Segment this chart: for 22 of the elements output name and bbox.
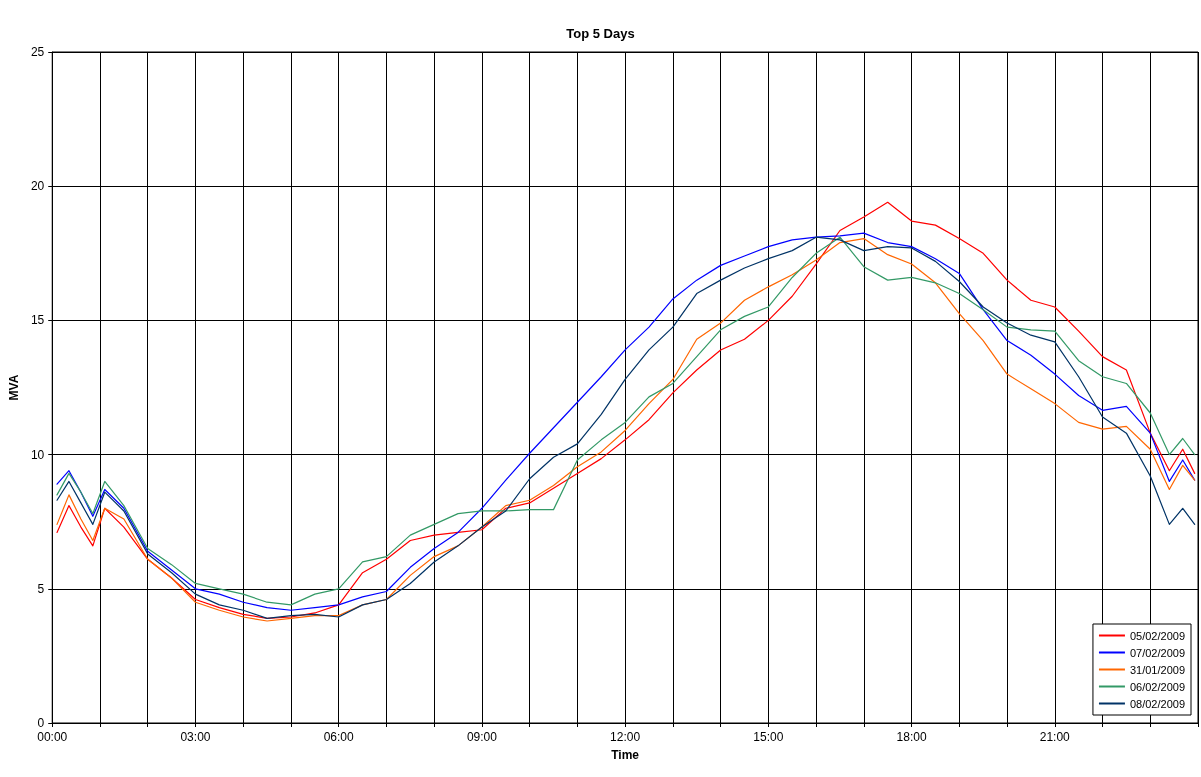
x-tick-label: 12:00 bbox=[610, 730, 641, 744]
chart-title: Top 5 Days bbox=[566, 26, 635, 41]
y-tick-label: 15 bbox=[30, 313, 45, 328]
y-tick-label: 10 bbox=[30, 447, 45, 462]
legend-label: 07/02/2009 bbox=[1129, 646, 1186, 659]
x-tick-label: 18:00 bbox=[896, 730, 927, 744]
x-axis-title: Time bbox=[611, 748, 640, 762]
y-tick-label: 5 bbox=[37, 581, 45, 596]
legend-label: 08/02/2009 bbox=[1129, 697, 1186, 710]
legend-label: 06/02/2009 bbox=[1129, 680, 1186, 693]
x-tick-label: 09:00 bbox=[466, 730, 498, 744]
y-tick-label: 20 bbox=[30, 179, 45, 194]
x-tick-label: 06:00 bbox=[323, 730, 355, 744]
y-tick-label: 0 bbox=[37, 716, 45, 730]
legend-label: 05/02/2009 bbox=[1129, 629, 1186, 642]
x-tick-label: 00:00 bbox=[37, 730, 68, 744]
y-axis-title: MVA bbox=[7, 374, 21, 401]
x-tick-label: 15:00 bbox=[753, 730, 784, 744]
x-tick-label: 21:00 bbox=[1039, 730, 1071, 744]
legend-label: 31/01/2009 bbox=[1129, 663, 1186, 676]
x-tick-label: 03:00 bbox=[180, 730, 211, 744]
y-tick-label: 25 bbox=[30, 45, 45, 59]
